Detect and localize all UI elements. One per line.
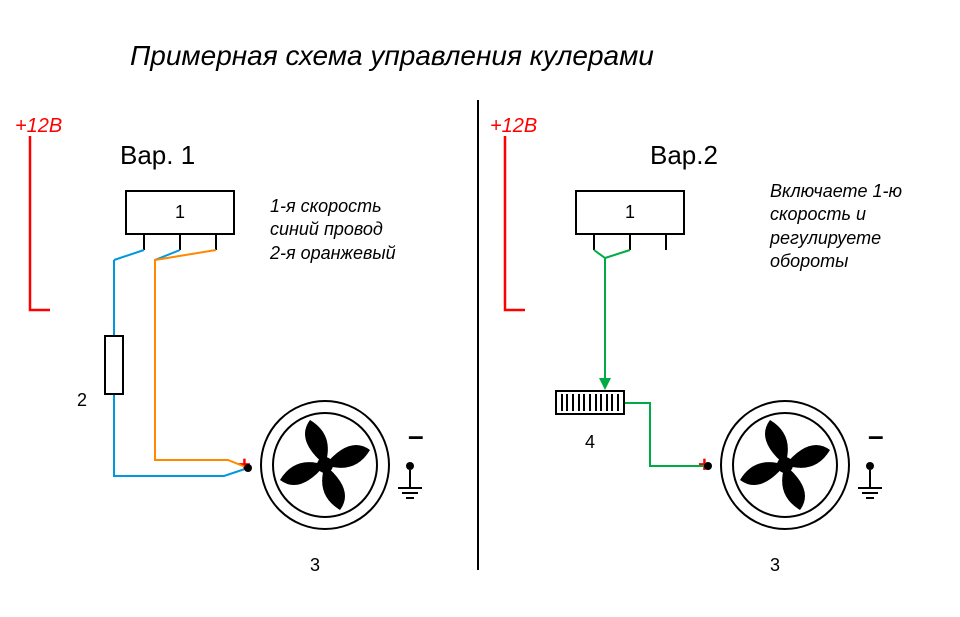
resistor-label-1: 2: [77, 390, 87, 411]
ground-icon-2: [855, 460, 885, 505]
regulator-box-1: 1: [125, 190, 235, 235]
resistor-1: [104, 335, 124, 395]
note-2-line: Включаете 1-ю: [770, 180, 902, 203]
potentiometer-icon: [555, 390, 625, 415]
pot-label: 4: [585, 432, 595, 453]
regulator-box-2: 1: [575, 190, 685, 235]
variant-label-2: Вар.2: [650, 140, 718, 171]
note-2-line: регулируете: [770, 227, 902, 250]
minus-sign-2: –: [868, 420, 884, 452]
plus-sign-2: +: [698, 452, 711, 478]
diagram-title: Примерная схема управления кулерами: [130, 40, 654, 72]
note-1: 1-я скорость синий провод 2-я оранжевый: [270, 195, 396, 265]
note-1-line: 1-я скорость: [270, 195, 396, 218]
plus-sign-1: +: [238, 452, 251, 478]
voltage-label-2: +12В: [490, 115, 537, 138]
ground-icon-1: [395, 460, 425, 505]
fan-icon-2: [720, 400, 850, 530]
note-2: Включаете 1-ю скорость и регулируете обо…: [770, 180, 902, 274]
note-2-line: скорость и: [770, 203, 902, 226]
fan-label-2: 3: [770, 555, 780, 576]
variant-label-1: Вар. 1: [120, 140, 195, 171]
voltage-label-1: +12В: [15, 115, 62, 138]
note-2-line: обороты: [770, 250, 902, 273]
minus-sign-1: –: [408, 420, 424, 452]
note-1-line: 2-я оранжевый: [270, 242, 396, 265]
regulator-label-2: 1: [625, 202, 635, 223]
regulator-label-1: 1: [175, 202, 185, 223]
note-1-line: синий провод: [270, 218, 396, 241]
fan-label-1: 3: [310, 555, 320, 576]
fan-icon-1: [260, 400, 390, 530]
